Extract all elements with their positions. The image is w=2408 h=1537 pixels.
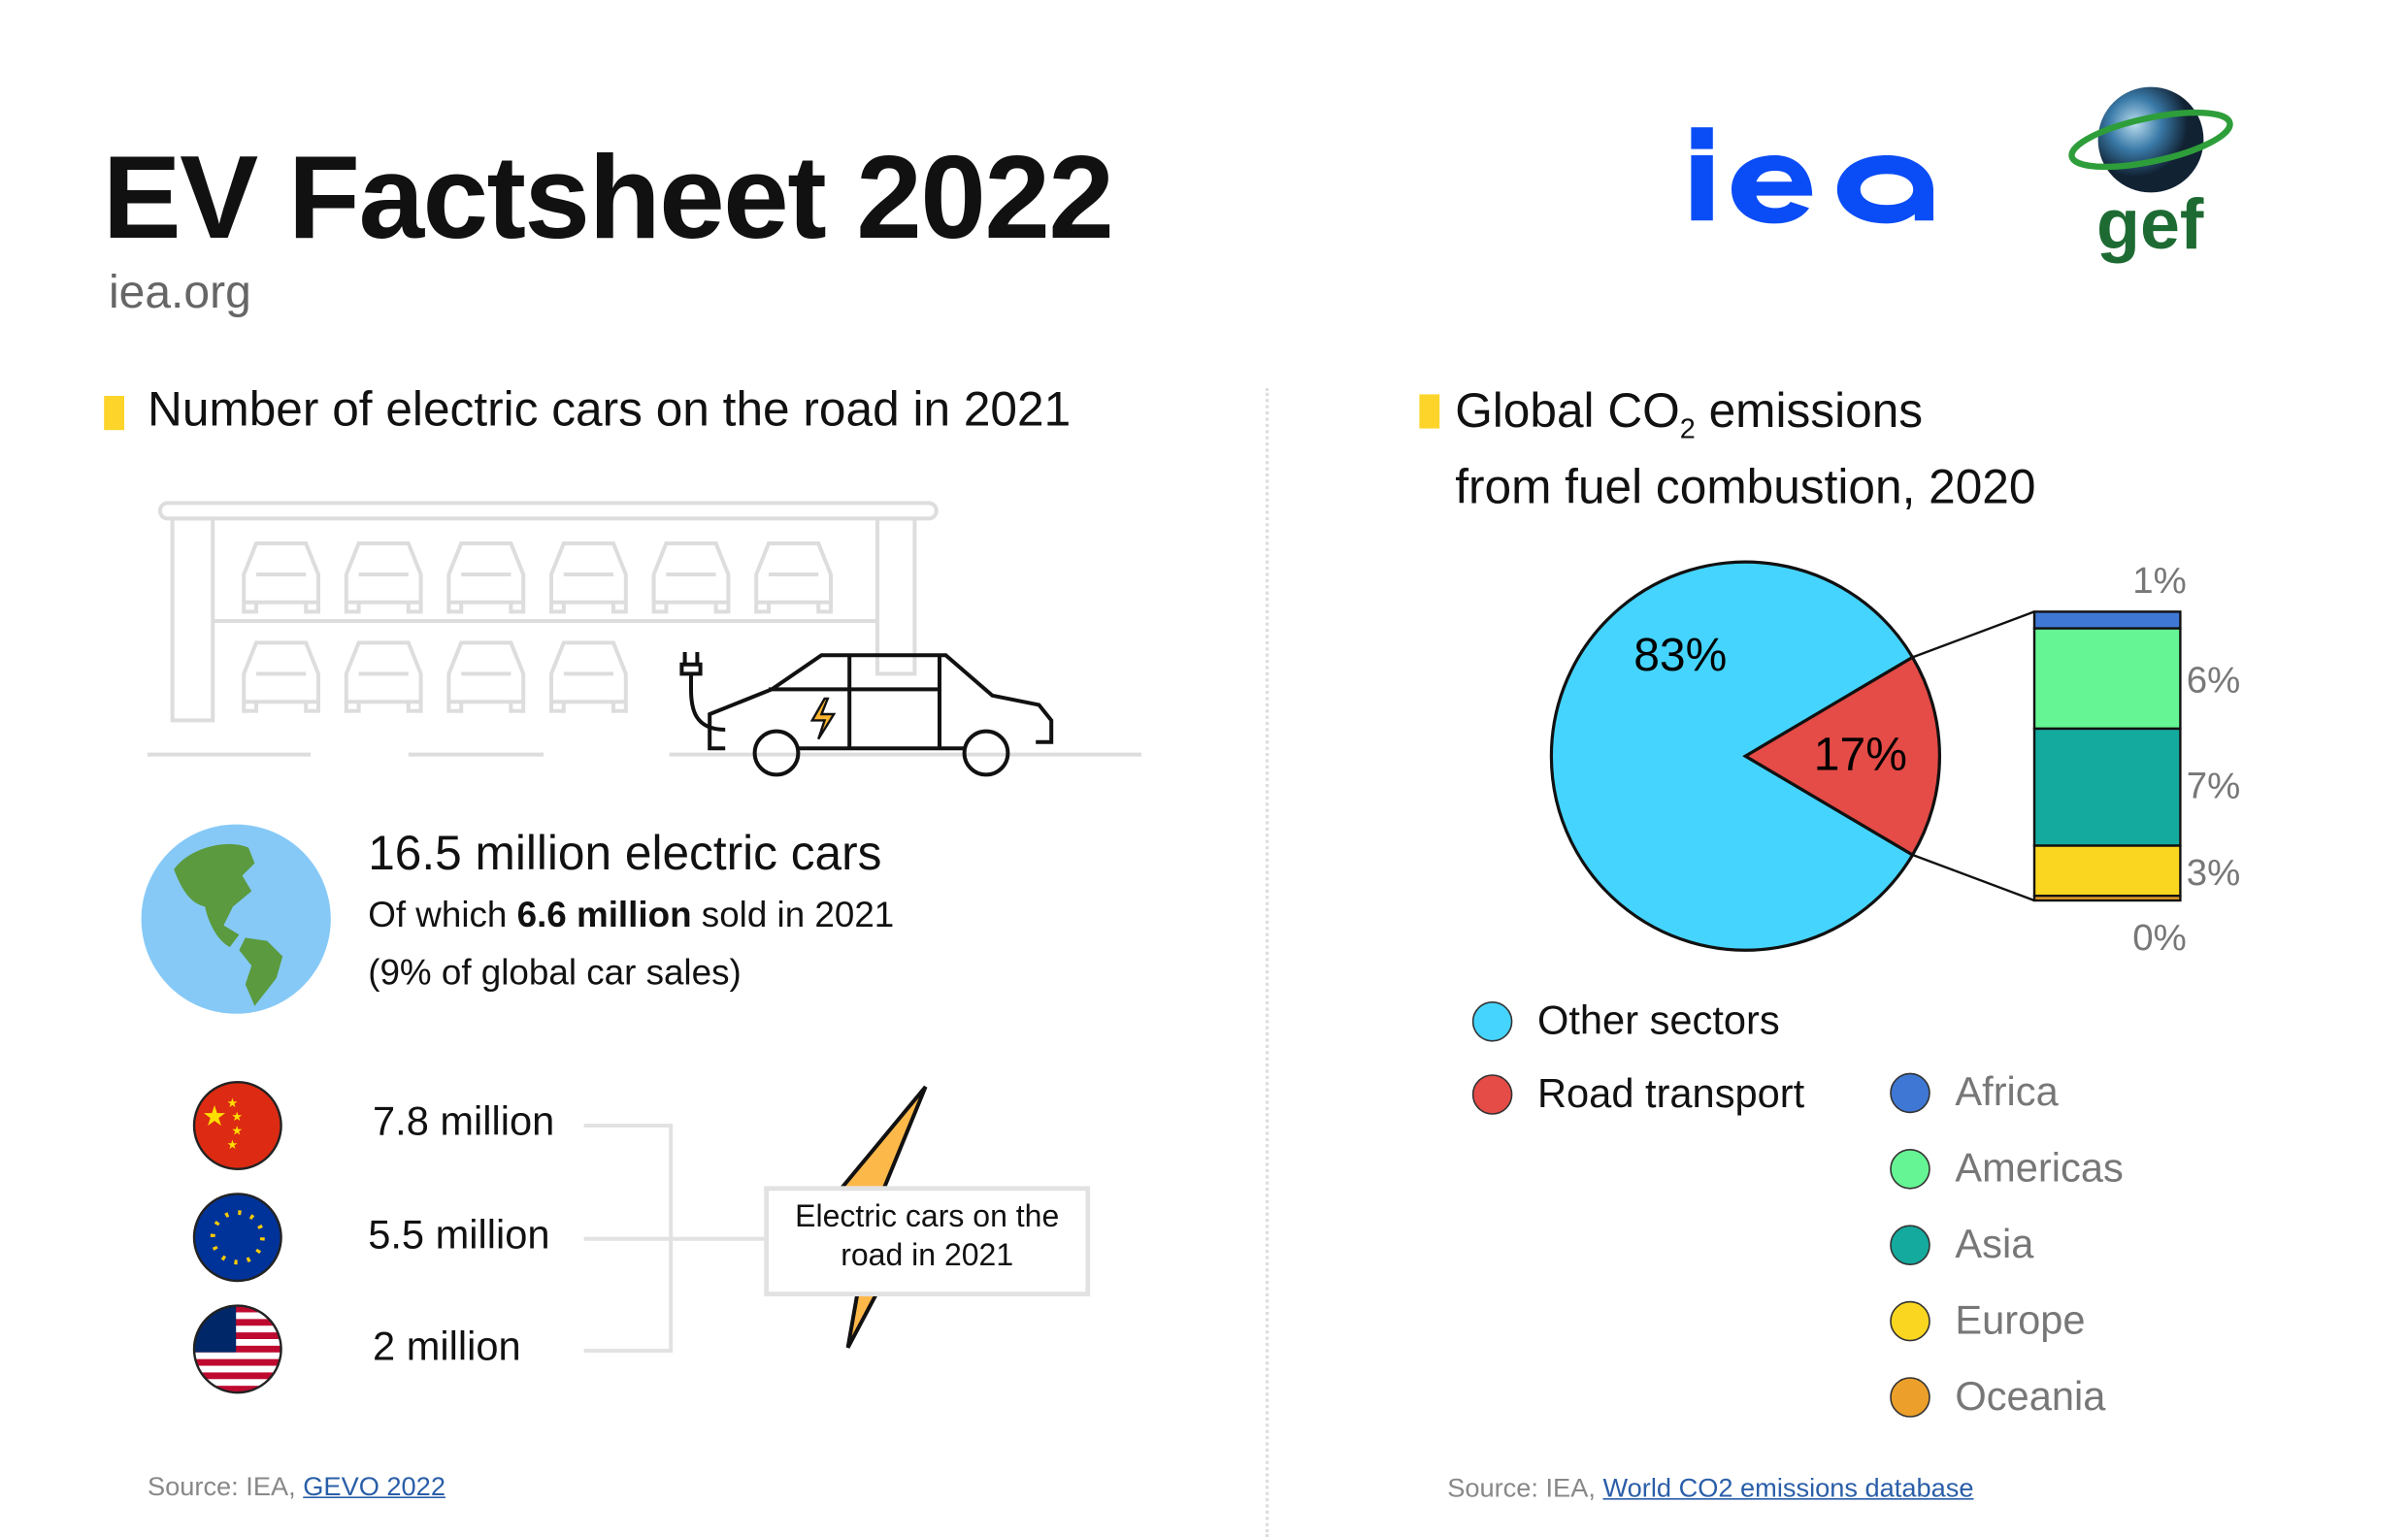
legend-label: Europe: [1955, 1296, 2086, 1343]
legend-swatch: [1890, 1224, 1930, 1265]
legend-swatch: [1471, 1000, 1513, 1041]
legend-label: Road transport: [1537, 1069, 1805, 1117]
legend-label: Africa: [1955, 1067, 2059, 1115]
bar-label-americas: 6%: [2187, 660, 2241, 702]
legend-label: Other sectors: [1537, 997, 1780, 1044]
pie-label-other: 83%: [1633, 630, 1727, 681]
title-line2: from fuel combustion, 2020: [1455, 459, 2036, 514]
legend-label: Americas: [1955, 1144, 2124, 1192]
section-marker: [1419, 394, 1440, 429]
legend-other: Other sectors: [1471, 997, 1804, 1045]
legend-swatch: [1890, 1300, 1930, 1341]
sold-prefix: Of which: [368, 894, 517, 935]
bar-segment-americas: [2032, 627, 2182, 731]
source-right: Source: IEA, World CO2 emissions databas…: [1447, 1473, 1973, 1504]
legend-americas: Americas: [1890, 1144, 2124, 1193]
source-prefix: Source: IEA,: [1447, 1473, 1603, 1503]
legend-label: Asia: [1955, 1220, 2034, 1267]
svg-text:★: ★: [231, 1124, 242, 1138]
eu-value: 5.5 million: [368, 1211, 550, 1258]
svg-text:★: ★: [227, 1137, 238, 1152]
bar-label-asia: 7%: [2187, 765, 2241, 806]
bar-label-africa: 1%: [2132, 560, 2187, 602]
pie-label-road: 17%: [1814, 730, 1907, 781]
gef-logo: gef: [2068, 86, 2233, 264]
legend-oceania: Oceania: [1890, 1372, 2124, 1421]
legend-asia: Asia: [1890, 1221, 2124, 1269]
legend-regions: Africa Americas Asia Europe Oceania: [1890, 1068, 2124, 1421]
parking-illustration: [148, 501, 1141, 777]
legend-sectors: Other sectors Road transport: [1471, 997, 1805, 1118]
sold-text: Of which 6.6 million sold in 2021: [368, 895, 894, 936]
legend-africa: Africa: [1890, 1068, 2124, 1117]
total-ev: 16.5 million electric cars: [368, 826, 882, 881]
section-title-co2: Global CO2 emissions from fuel combustio…: [1455, 382, 2035, 518]
sold-suffix: sold in 2021: [691, 894, 895, 935]
legend-swatch: [1890, 1071, 1930, 1113]
source-prefix: Source: IEA,: [148, 1471, 304, 1502]
bar-label-europe: 3%: [2187, 852, 2241, 894]
globe-icon: [141, 824, 331, 1014]
sold-value: 6.6 million: [516, 894, 692, 935]
svg-text:★: ★: [202, 1101, 227, 1132]
legend-swatch: [1471, 1073, 1513, 1114]
divider: [1266, 388, 1270, 1537]
usa-value: 2 million: [373, 1323, 521, 1370]
svg-text:gef: gef: [2096, 183, 2204, 264]
legend-swatch: [1890, 1148, 1930, 1189]
china-value: 7.8 million: [373, 1097, 555, 1145]
pie-slice-road: [1742, 655, 1941, 858]
flags: ★ ★★★★: [192, 1081, 282, 1394]
co2-chart: 83% 17% 1% 6% 7% 3%0%: [1549, 560, 2241, 959]
bar-segment-europe: [2032, 844, 2182, 898]
bar-label-oceania: 0%: [2132, 917, 2187, 959]
bar-segment-africa: [2032, 610, 2182, 630]
pie-slice-other: [1549, 560, 1915, 952]
legend-road: Road transport: [1471, 1069, 1805, 1118]
section-marker: [104, 396, 124, 431]
connector-bottom: [1912, 853, 2035, 902]
title-part: emissions: [1695, 383, 1924, 439]
co2-database-link[interactable]: World CO2 emissions database: [1602, 1473, 1974, 1503]
source-left: Source: IEA, GEVO 2022: [148, 1472, 445, 1503]
title-sub: 2: [1679, 412, 1696, 444]
china-flag-icon: ★ ★★★★: [192, 1081, 282, 1171]
legend-europe: Europe: [1890, 1296, 2124, 1345]
callout-box: Electric cars on the road in 2021: [764, 1186, 1091, 1296]
bar-segment-asia: [2032, 727, 2182, 847]
share-text: (9% of global car sales): [368, 951, 742, 993]
site-url: iea.org: [109, 267, 251, 318]
title-part: Global CO: [1455, 383, 1680, 439]
iea-logo: [1691, 127, 1933, 224]
svg-text:★: ★: [227, 1096, 238, 1110]
legend-swatch: [1890, 1376, 1930, 1417]
page-title: EV Factsheet 2022: [102, 132, 1114, 264]
eu-flag-icon: [192, 1193, 282, 1283]
bar-segment-oceania: [2032, 895, 2182, 902]
connector-top: [1912, 610, 2035, 659]
svg-text:★: ★: [231, 1109, 242, 1124]
section-title-ev: Number of electric cars on the road in 2…: [148, 381, 1072, 437]
electric-car-icon: [679, 652, 1054, 777]
legend-label: Oceania: [1955, 1372, 2106, 1420]
gevo-link[interactable]: GEVO 2022: [303, 1471, 445, 1502]
